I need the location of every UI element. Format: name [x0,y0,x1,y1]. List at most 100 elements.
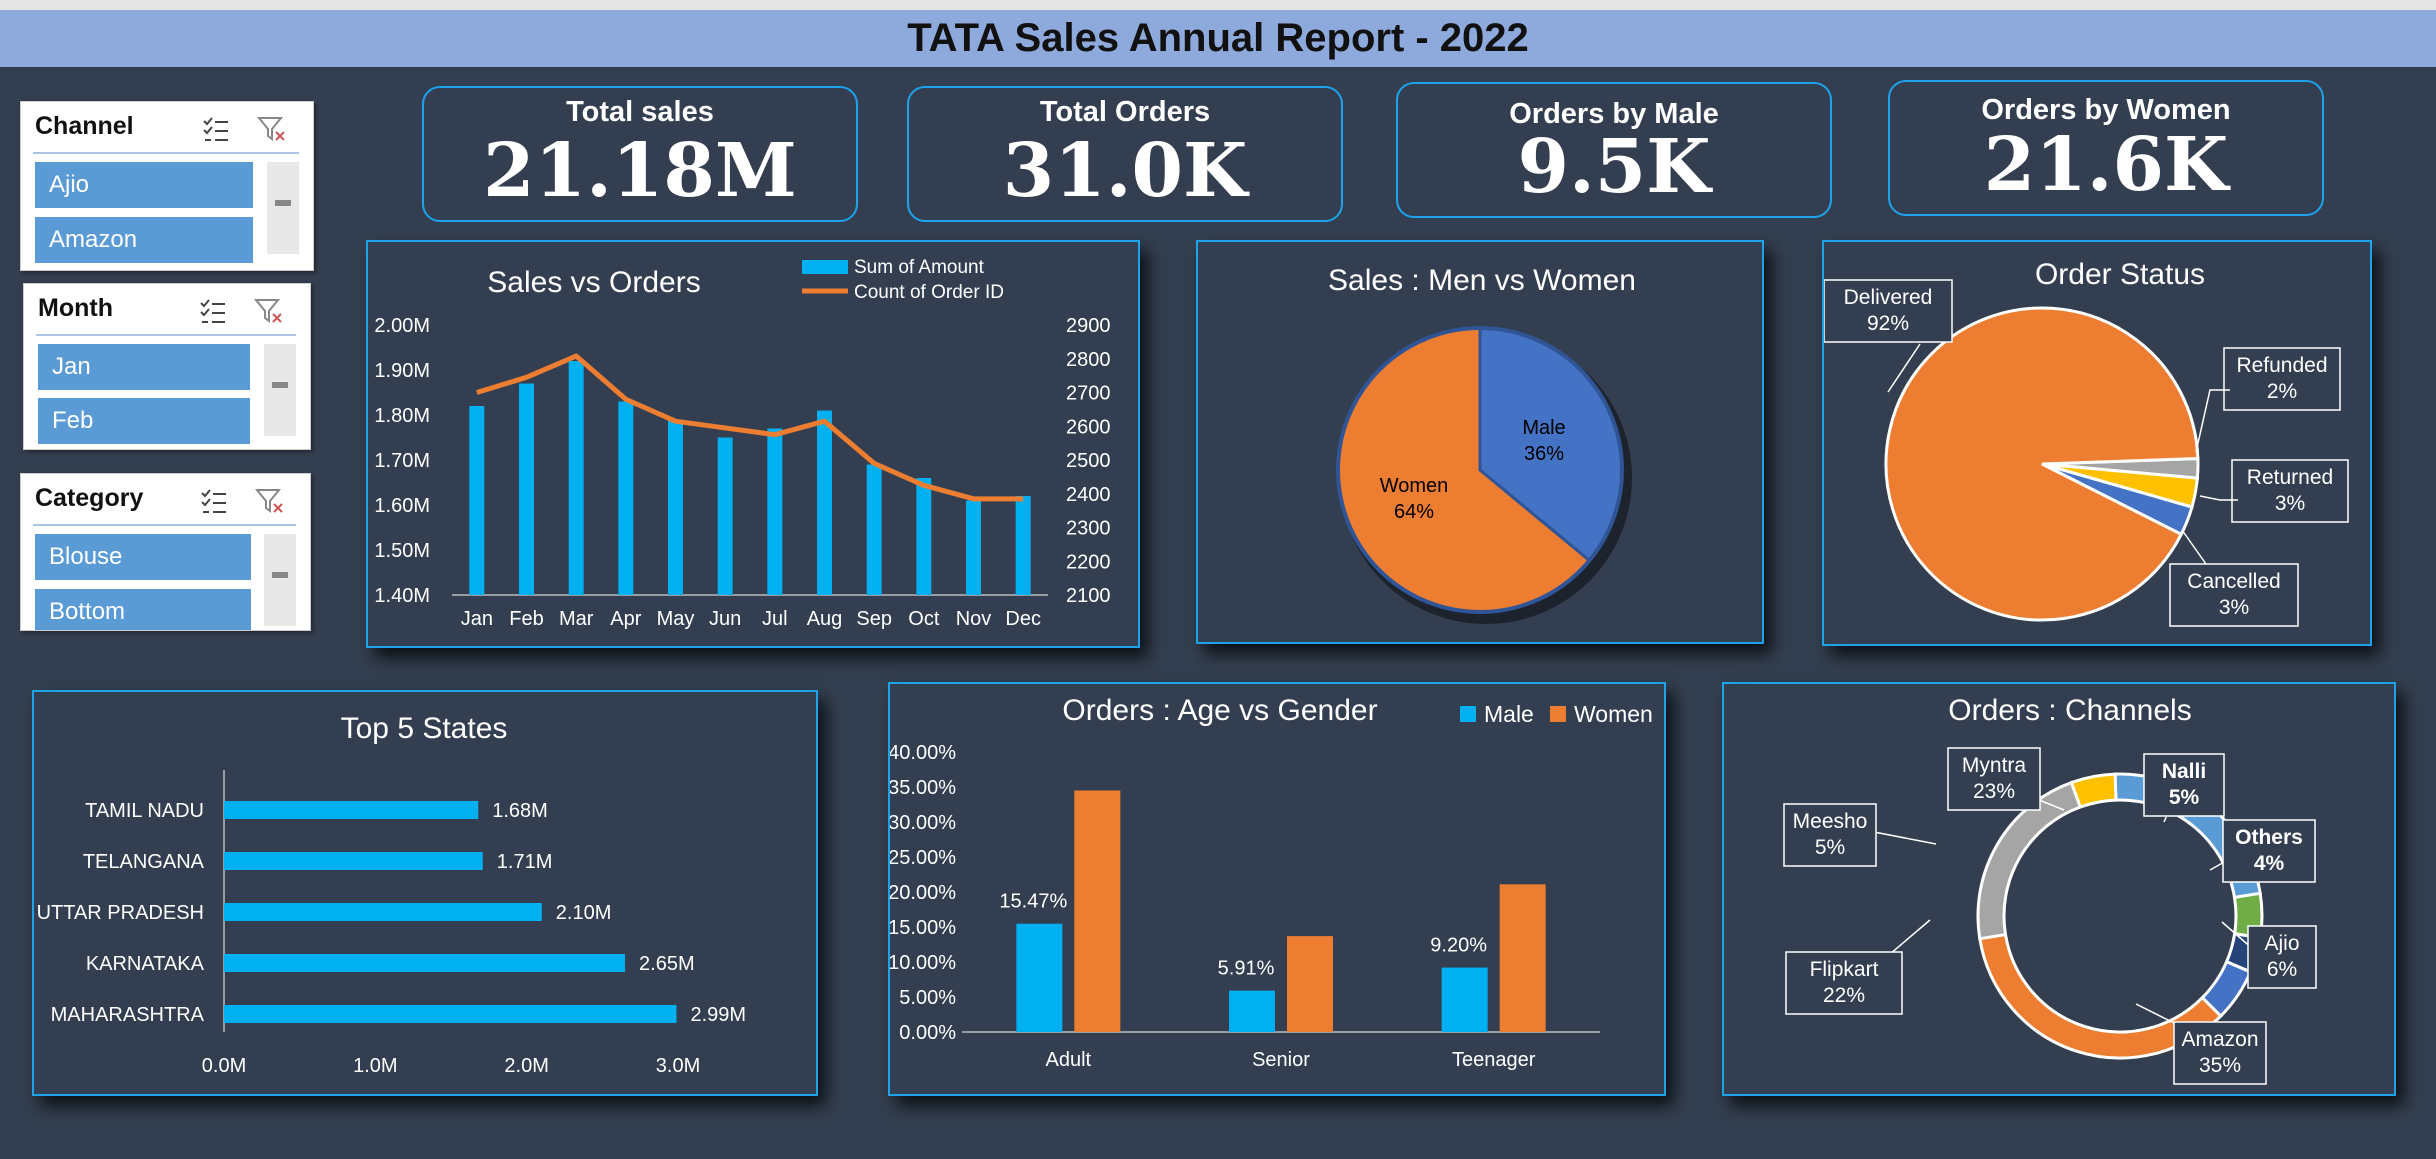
legend-swatch-women [1550,706,1566,722]
callout-delivered-box [1823,279,1953,343]
kpi-label: Total sales [566,96,714,128]
y-tick: 20.00% [890,882,956,904]
x-tick: Aug [807,608,843,630]
state-label: KARNATAKA [86,953,205,975]
bar-sales [966,500,981,595]
bar-sales [668,419,683,595]
callout-delivered-value: 92% [1867,312,1909,335]
callout-amazon-value: 35% [2199,1054,2241,1077]
y-tick-left: 1.80M [374,405,430,427]
callout-cancelled-box [2169,563,2299,627]
bar-women [1287,936,1333,1032]
y-tick-left: 1.90M [374,360,430,382]
sales-vs-orders-chart: Sales vs Orders Sum of Amount Count of Ord… [374,257,1110,630]
pie-outline [1336,326,1624,614]
men-vs-women-chart: Sales : Men vs Women Male 36% Women 64% [1328,264,1636,624]
x-tick: Feb [509,608,543,630]
callout-nalli-label: Nalli [2162,760,2206,783]
clear-filter-icon[interactable] [255,486,285,516]
slicer-item[interactable]: Amazon [35,217,253,263]
x-tick: Nov [956,608,992,630]
callout-myntra-value: 23% [1973,780,2015,803]
slicer-category[interactable]: Category Blouse Bottom [20,473,311,631]
callout-flipkart-value: 22% [1823,984,1865,1007]
legend-swatch-male [1460,706,1476,722]
x-tick: Senior [1252,1049,1310,1071]
scroll-thumb[interactable] [272,382,288,388]
x-tick: Sep [856,608,892,630]
y-tick-left: 1.60M [374,495,430,517]
age-gender-chart: Orders : Age vs Gender Male Women 0.00% 5.00… [888,694,1653,1071]
y-tick: 40.00% [890,742,956,764]
slicer-scrollbar[interactable] [264,534,296,626]
legend-label-count: Count of Order ID [854,282,1004,303]
chart-title: Sales : Men vs Women [1328,264,1636,297]
leader-cancelled [2181,529,2207,565]
chart-title: Order Status [2035,258,2205,291]
y-tick: 15.00% [890,917,956,939]
slicer-item[interactable]: Feb [38,398,250,444]
x-tick: Oct [908,608,940,630]
donut-slice-meesho [2069,772,2118,809]
scroll-thumb[interactable] [272,572,288,578]
multi-select-icon[interactable] [201,114,231,144]
slice-value-male: 36% [1524,443,1564,465]
multi-select-icon[interactable] [198,296,228,326]
callout-ajio-label: Ajio [2264,932,2299,955]
y-tick-left: 2.00M [374,315,430,337]
y-tick-left: 1.70M [374,450,430,472]
x-tick: 1.0M [353,1055,397,1077]
callout-nalli-value: 5% [2169,786,2200,809]
callout-nalli-box [2143,753,2225,817]
bar-value-label: 9.20% [1430,935,1487,957]
bar-sales [767,428,783,595]
callout-meesho-value: 5% [1815,836,1845,859]
bar-state [224,903,542,921]
y-tick: 25.00% [890,847,956,869]
kpi-label: Total Orders [1039,96,1211,128]
chart-title: Top 5 States [341,712,508,745]
callout-cancelled-value: 3% [2219,596,2249,619]
kpi-orders-male: Orders by Male 9.5K [1396,82,1832,218]
scroll-thumb[interactable] [275,200,291,206]
channels-panel: Orders : Channels Myntra 23% Nalli 5% Others 4… [1722,682,2396,1096]
x-tick: Mar [559,608,594,630]
callout-myntra-label: Myntra [1962,754,2027,777]
age-gender-panel: Orders : Age vs Gender Male Women 0.00% 5.00… [888,682,1666,1096]
callout-flipkart-box [1785,951,1903,1015]
multi-select-icon[interactable] [199,486,229,516]
y-tick: 30.00% [890,812,956,834]
clear-filter-icon[interactable] [257,114,287,144]
bar-women [1499,884,1546,1032]
legend-label-male: Male [1484,701,1534,727]
clear-filter-icon[interactable] [254,296,284,326]
state-label: UTTAR PRADESH [37,902,204,924]
x-tick: 3.0M [656,1055,700,1077]
slicer-scrollbar[interactable] [267,162,299,254]
y-tick: 5.00% [899,987,956,1009]
x-tick: Jun [709,608,741,630]
sales-vs-orders-panel: Sales vs Orders Sum of Amount Count of Ord… [366,240,1140,648]
slicer-item[interactable]: Blouse [35,534,251,580]
slicer-item[interactable]: Jan [38,344,250,390]
legend-label-women: Women [1574,701,1653,727]
bar-sales [717,437,733,595]
slicer-channel[interactable]: Channel Ajio Amazon [20,101,314,271]
x-tick: Adult [1046,1049,1092,1071]
bar-value-label: 15.47% [999,891,1067,913]
y-tick: 10.00% [890,952,956,974]
bar-value-label: 2.99M [690,1004,746,1026]
leader-delivered [1887,343,1921,393]
callout-myntra-box [1947,747,2041,811]
slicer-item[interactable]: Bottom [35,589,251,630]
x-tick: 2.0M [504,1055,548,1077]
bar-male [1016,923,1063,1032]
slicer-item[interactable]: Ajio [35,162,253,208]
top-states-panel: Top 5 States TAMIL NADU 1.68M TELANGANA 1.71… [32,690,818,1096]
kpi-total-orders: Total Orders 31.0K [907,86,1343,222]
bar-sales [1015,496,1031,595]
state-label: MAHARASHTRA [51,1004,205,1026]
kpi-orders-women: Orders by Women 21.6K [1888,80,2324,216]
slicer-scrollbar[interactable] [264,344,296,436]
slicer-month[interactable]: Month Jan Feb [23,283,311,450]
